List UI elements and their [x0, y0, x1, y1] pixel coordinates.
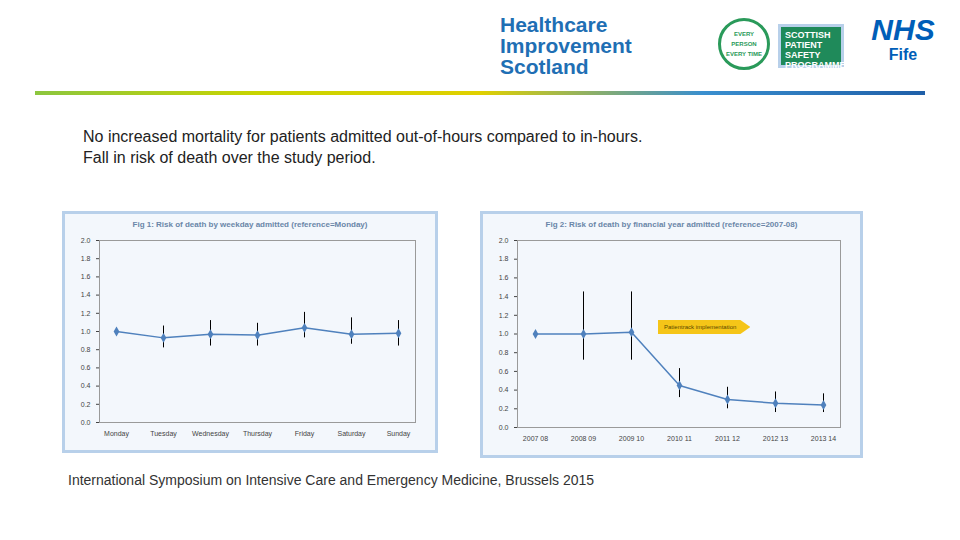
svg-text:2009 10: 2009 10	[619, 435, 644, 442]
svg-text:0.4: 0.4	[81, 382, 91, 389]
svg-text:1.4: 1.4	[499, 293, 509, 300]
svg-text:0.4: 0.4	[499, 386, 509, 393]
html-text:Fig 2: Risk of death by financ: Fig 2: Risk of death by financial year a…	[545, 220, 798, 229]
svg-text:1.8: 1.8	[81, 255, 91, 262]
html-text:Fall in risk of death over the: Fall in risk of death over the study per…	[83, 149, 376, 166]
svg-text:Wednesday: Wednesday	[192, 430, 229, 438]
svg-text:0.6: 0.6	[81, 364, 91, 371]
html-text:Patientrack implementation: Patientrack implementation	[664, 324, 737, 330]
svg-text:2008 09: 2008 09	[571, 435, 596, 442]
svg-text:1.4: 1.4	[81, 291, 91, 298]
svg-text:0.0: 0.0	[81, 419, 91, 426]
svg-text:2012 13: 2012 13	[763, 435, 788, 442]
svg-text:1.6: 1.6	[499, 274, 509, 281]
svg-text:0.8: 0.8	[81, 346, 91, 353]
html-text:Improvement: Improvement	[500, 34, 632, 57]
html-text:EVERY PERSON: EVERY PERSON	[731, 31, 757, 47]
html-text:NHS: NHS	[871, 13, 935, 46]
svg-text:2013 14: 2013 14	[811, 435, 836, 442]
html-text:Fife: Fife	[888, 46, 918, 63]
svg-text:0.2: 0.2	[499, 405, 509, 412]
svg-text:0.2: 0.2	[81, 401, 91, 408]
svg-text:2010 11: 2010 11	[667, 435, 692, 442]
html-text:Healthcare: Healthcare	[500, 13, 608, 36]
svg-text:0.8: 0.8	[499, 349, 509, 356]
html-text:SAFETY: SAFETY	[785, 50, 821, 60]
svg-text:1.8: 1.8	[499, 255, 509, 262]
html-text:Scotland: Scotland	[500, 55, 589, 78]
svg-text:0.6: 0.6	[499, 368, 509, 375]
html-text:PROGRAMME: PROGRAMME	[785, 60, 846, 70]
svg-text:1.0: 1.0	[499, 330, 509, 337]
svg-text:Tuesday: Tuesday	[150, 430, 177, 438]
html-text:No increased mortality for pat: No increased mortality for patients admi…	[83, 128, 643, 145]
html-text:EVERY TIME: EVERY TIME	[726, 51, 762, 57]
svg-text:2.0: 2.0	[81, 237, 91, 244]
svg-text:1.0: 1.0	[81, 328, 91, 335]
svg-text:1.6: 1.6	[81, 273, 91, 280]
svg-text:1.2: 1.2	[81, 310, 91, 317]
svg-text:Thursday: Thursday	[243, 430, 273, 438]
svg-text:Saturday: Saturday	[337, 430, 366, 438]
svg-text:1.2: 1.2	[499, 312, 509, 319]
html-text:International Symposium on Int: International Symposium on Intensive Car…	[68, 472, 595, 488]
html-text:SCOTTISH: SCOTTISH	[785, 30, 831, 40]
svg-text:Monday: Monday	[104, 430, 129, 438]
html-text:PATIENT: PATIENT	[785, 40, 823, 50]
svg-text:2007 08: 2007 08	[523, 435, 548, 442]
svg-text:0.0: 0.0	[499, 424, 509, 431]
html-text:Fig 1: Risk of death by weekda: Fig 1: Risk of death by weekday admitted…	[132, 220, 368, 229]
svg-text:2011 12: 2011 12	[715, 435, 740, 442]
svg-text:Friday: Friday	[295, 430, 315, 438]
svg-text:Sunday: Sunday	[387, 430, 411, 438]
svg-text:2.0: 2.0	[499, 237, 509, 244]
